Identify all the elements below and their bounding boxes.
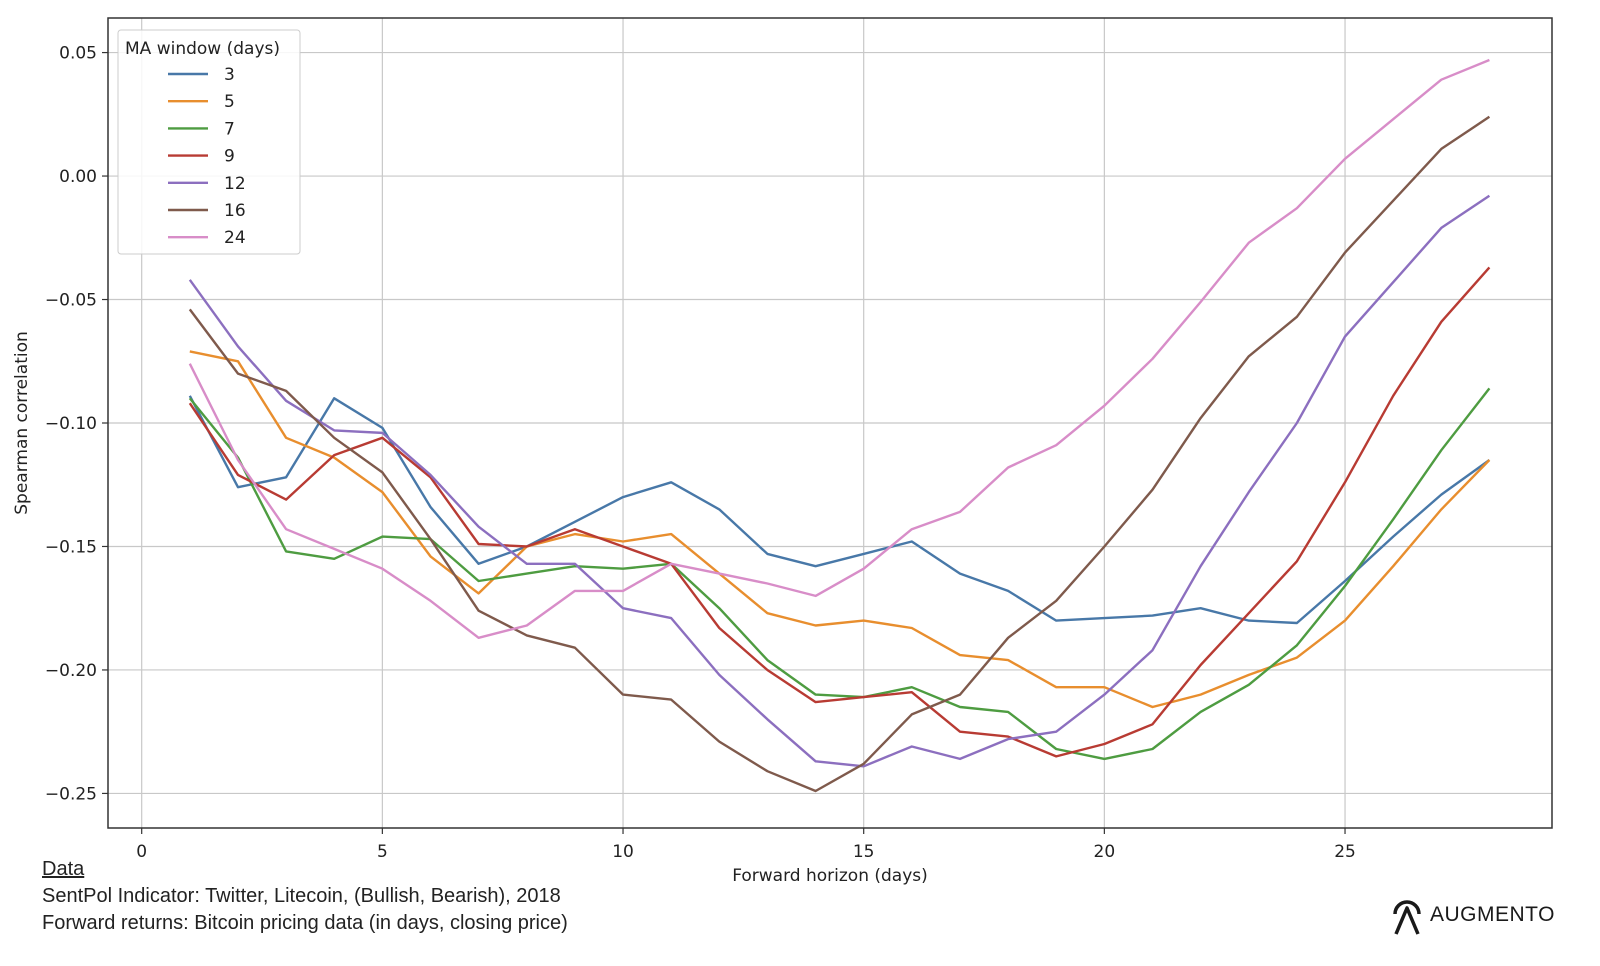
legend-label-9: 9 (224, 147, 235, 167)
series-line-3 (188, 395, 1491, 625)
x-tick-label: 10 (612, 842, 634, 862)
series-line-9 (188, 266, 1491, 758)
y-tick-label: 0.00 (59, 167, 97, 187)
legend-label-24: 24 (224, 228, 246, 248)
augmento-logo-icon (1393, 900, 1421, 935)
series-line-12 (188, 194, 1491, 768)
legend: MA window (days) 3 5 7 9 12 16 24 (117, 29, 301, 255)
y-tick-label: −0.25 (45, 784, 97, 804)
y-tick-label: 0.05 (59, 44, 97, 64)
brand-name: AUGMENTO (1430, 903, 1555, 926)
grid (108, 18, 1552, 828)
brand: AUGMENTO (1390, 893, 1570, 937)
y-axis-label: Spearman correlation (12, 331, 32, 515)
y-tick-label: −0.10 (45, 414, 97, 434)
footer-heading: Data (42, 858, 85, 880)
x-axis-label: Forward horizon (days) (732, 866, 928, 886)
x-tick-label: 0 (136, 842, 147, 862)
series-line-16 (188, 115, 1491, 793)
x-tick-label: 15 (853, 842, 875, 862)
legend-label-16: 16 (224, 201, 246, 221)
series-lines (188, 58, 1491, 793)
legend-entries: 3 5 7 9 12 16 24 (168, 65, 246, 248)
y-tick-label: −0.15 (45, 537, 97, 557)
legend-box (117, 29, 301, 255)
x-tick-label: 25 (1334, 842, 1356, 862)
y-axis-ticks: 0.05 0.00 −0.05 −0.10 −0.15 −0.20 −0.25 (45, 44, 108, 804)
series-line-7 (188, 387, 1491, 761)
x-axis-ticks: 0 5 10 15 20 25 (136, 828, 1356, 862)
y-tick-label: −0.20 (45, 661, 97, 681)
footer-source-line: SentPol Indicator: Twitter, Litecoin, (B… (42, 885, 561, 907)
legend-label-12: 12 (224, 174, 246, 194)
legend-title: MA window (days) (125, 39, 280, 59)
data-source-footer: Data SentPol Indicator: Twitter, Litecoi… (42, 856, 568, 937)
series-line-5 (189, 350, 1491, 709)
y-tick-label: −0.05 (45, 291, 97, 311)
footer-returns-line: Forward returns: Bitcoin pricing data (i… (42, 912, 568, 934)
x-tick-label: 20 (1094, 842, 1116, 862)
x-tick-label: 5 (377, 842, 388, 862)
legend-label-3: 3 (224, 65, 235, 85)
series-line-24 (188, 58, 1490, 639)
legend-label-7: 7 (224, 119, 235, 139)
legend-label-5: 5 (224, 92, 235, 112)
